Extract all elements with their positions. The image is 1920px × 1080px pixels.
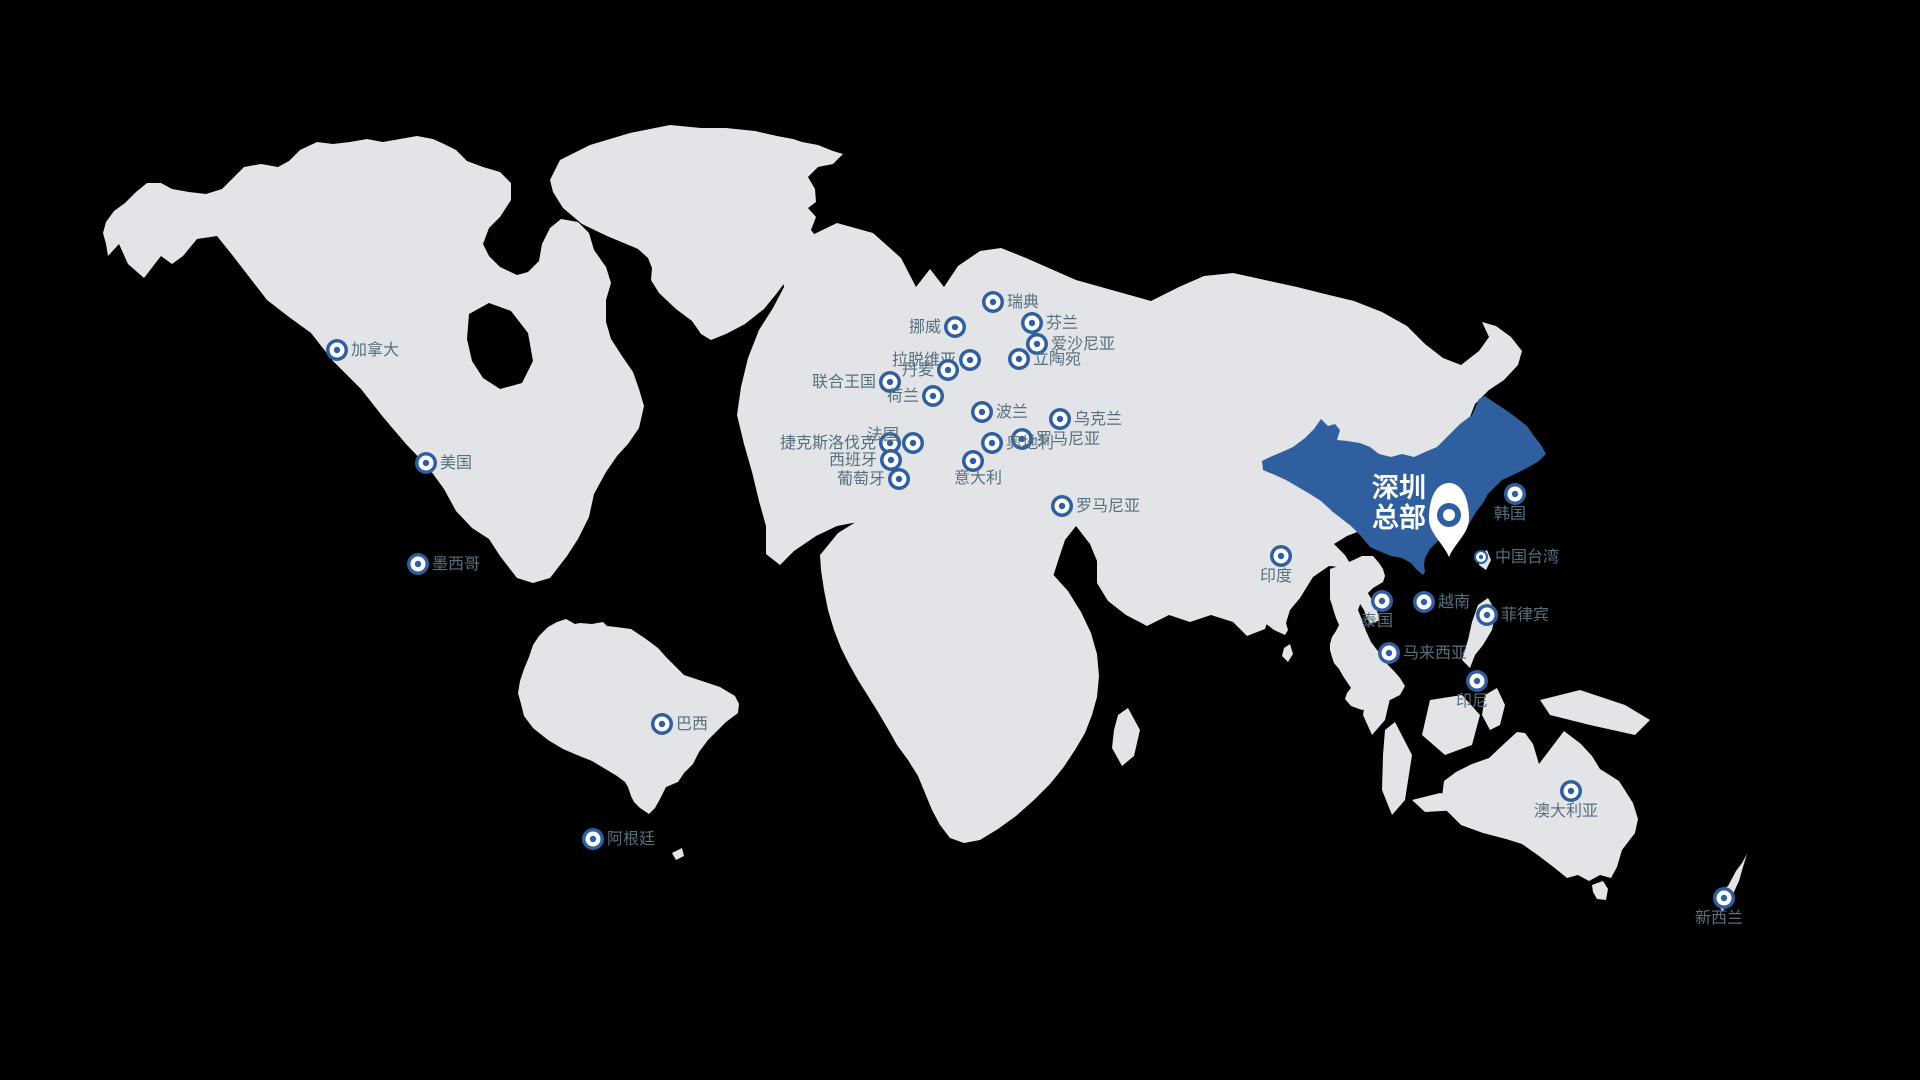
svg-text:奥地利: 奥地利 [1006, 434, 1054, 452]
svg-text:瑞典: 瑞典 [1007, 293, 1039, 311]
svg-text:加拿大: 加拿大 [351, 340, 399, 359]
svg-text:墨西哥: 墨西哥 [432, 556, 480, 573]
svg-text:越南: 越南 [1438, 593, 1470, 611]
svg-text:荷兰: 荷兰 [887, 387, 919, 405]
svg-text:韩国: 韩国 [1494, 505, 1526, 523]
svg-text:西班牙: 西班牙 [829, 451, 877, 469]
svg-text:美国: 美国 [440, 454, 472, 472]
svg-text:新西兰: 新西兰 [1695, 909, 1743, 927]
svg-text:印度: 印度 [1260, 567, 1292, 585]
svg-text:深圳: 深圳 [1372, 473, 1426, 503]
svg-text:葡萄牙: 葡萄牙 [837, 470, 885, 488]
svg-text:马来西亚: 马来西亚 [1403, 644, 1467, 662]
svg-text:捷克斯洛伐克: 捷克斯洛伐克 [780, 434, 876, 452]
svg-text:挪威: 挪威 [909, 318, 941, 336]
svg-text:波兰: 波兰 [996, 403, 1028, 421]
svg-text:总部: 总部 [1372, 502, 1426, 533]
svg-text:丹麦: 丹麦 [902, 361, 934, 379]
svg-text:立陶宛: 立陶宛 [1033, 350, 1081, 368]
svg-text:中国台湾: 中国台湾 [1495, 548, 1559, 566]
svg-text:巴西: 巴西 [676, 716, 708, 733]
svg-text:澳大利亚: 澳大利亚 [1534, 802, 1598, 820]
svg-text:罗马尼亚: 罗马尼亚 [1076, 497, 1140, 515]
svg-text:菲律宾: 菲律宾 [1501, 606, 1549, 624]
svg-text:泰国: 泰国 [1361, 612, 1393, 630]
svg-text:芬兰: 芬兰 [1046, 314, 1078, 332]
svg-text:印尼: 印尼 [1456, 692, 1488, 710]
svg-text:阿根廷: 阿根廷 [607, 830, 655, 848]
svg-text:意大利: 意大利 [954, 468, 1002, 487]
svg-text:法国: 法国 [867, 426, 899, 444]
svg-text:乌克兰: 乌克兰 [1074, 410, 1122, 428]
svg-text:联合王国: 联合王国 [812, 373, 876, 391]
